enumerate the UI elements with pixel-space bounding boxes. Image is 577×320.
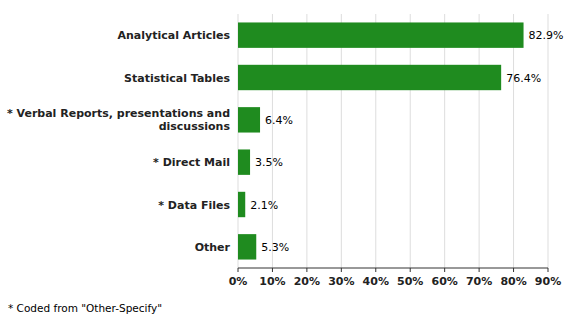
data-label: 3.5% (255, 156, 283, 169)
category-label: * Verbal Reports, presentations and disc… (7, 107, 231, 133)
grid-line (341, 14, 342, 268)
grid-line (513, 14, 514, 268)
tick-mark (410, 268, 411, 272)
tick-label: 30% (328, 275, 354, 288)
category-label: Statistical Tables (124, 72, 230, 85)
category-label: * Data Files (158, 199, 230, 212)
tick-mark (479, 268, 480, 272)
grid-line (548, 14, 549, 268)
tick-label: 70% (466, 275, 492, 288)
x-axis: 0% 10% 20% 30% 40% 50% 60% 70% 80% 90% (229, 268, 562, 288)
grid-line (410, 14, 411, 268)
tick-label: 50% (397, 275, 423, 288)
bars (238, 22, 524, 259)
tick-label: 90% (535, 275, 561, 288)
grid-line (272, 14, 273, 268)
category-label: Analytical Articles (117, 29, 230, 42)
tick-label: 0% (229, 275, 248, 288)
chart: Other * Data Files * Direct Mail * Verbal R… (0, 0, 577, 320)
tick-mark (238, 268, 239, 272)
bar (238, 149, 250, 174)
grid (238, 14, 548, 268)
axis-line (238, 268, 548, 269)
tick-mark (341, 268, 342, 272)
category-labels: Other * Data Files * Direct Mail * Verbal R… (7, 29, 231, 254)
tick-mark (548, 268, 549, 272)
bar (238, 22, 524, 47)
data-label: 76.4% (506, 72, 541, 85)
grid-line (238, 14, 239, 268)
grid-line (306, 14, 307, 268)
data-label: 5.3% (261, 241, 289, 254)
data-label: 6.4% (265, 114, 293, 127)
category-label: Other (195, 241, 231, 254)
category-label: * Direct Mail (153, 156, 230, 169)
tick-label: 80% (500, 275, 526, 288)
tick-label: 10% (259, 275, 285, 288)
data-labels: 5.3% 2.1% 3.5% 6.4% 76.4% 82.9% (250, 29, 563, 254)
tick-mark (513, 268, 514, 272)
data-label: 2.1% (250, 199, 278, 212)
grid-line (375, 14, 376, 268)
bar (238, 65, 501, 90)
tick-mark (375, 268, 376, 272)
tick-label: 40% (363, 275, 389, 288)
footnote: * Coded from "Other-Specify" (8, 302, 162, 314)
tick-mark (444, 268, 445, 272)
data-label: 82.9% (529, 29, 564, 42)
grid-line (479, 14, 480, 268)
grid-line (444, 14, 445, 268)
tick-mark (272, 268, 273, 272)
tick-label: 20% (294, 275, 320, 288)
bar (238, 234, 256, 259)
bar (238, 107, 260, 132)
tick-mark (306, 268, 307, 272)
tick-label: 60% (431, 275, 457, 288)
bar (238, 192, 245, 217)
